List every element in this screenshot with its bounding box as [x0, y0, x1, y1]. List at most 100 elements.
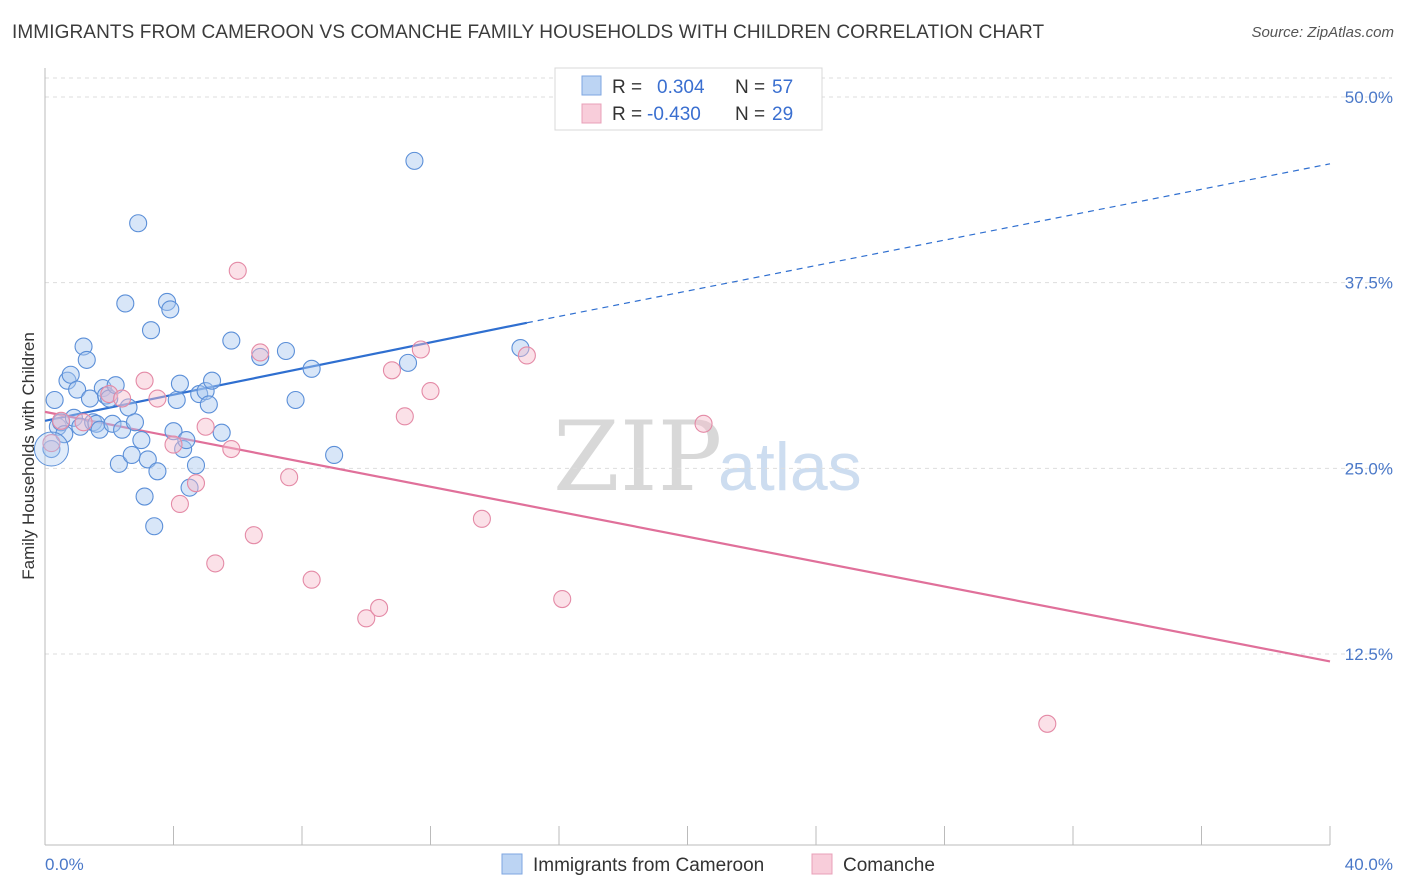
cameroon-point-27 [132, 431, 151, 450]
comanche-point-23 [421, 382, 440, 401]
comanche-point-2 [74, 413, 93, 432]
cameroon-point-30 [141, 321, 161, 340]
comanche-trend-line [44, 410, 1331, 663]
bottom-legend-swatch-pink [811, 853, 833, 875]
legend-swatch-blue [581, 75, 602, 96]
cameroon-trend-extension [526, 163, 1331, 324]
y-tick-label-2: 37.5% [1345, 274, 1393, 293]
comanche-point-25 [517, 346, 536, 365]
legend-swatch-pink [581, 103, 602, 124]
comanche-point-19 [370, 598, 389, 618]
comanche-point-17 [302, 570, 321, 589]
bottom-legend-label-2: Comanche [843, 855, 935, 876]
comanche-point-9 [186, 474, 206, 493]
cameroon-point-55 [511, 338, 530, 358]
y-tick-label-3: 50.0% [1345, 88, 1393, 107]
cameroon-point-34 [161, 300, 180, 319]
comanche-point-24 [472, 509, 491, 528]
source-label: Source: ZipAtlas.com [1251, 24, 1394, 41]
cameroon-point-45 [203, 371, 222, 390]
comanche-point-16 [280, 468, 299, 487]
bottom-legend-label-1: Immigrants from Cameroon [533, 855, 764, 876]
legend-n-label-1: N = [735, 77, 765, 98]
y-tick-label-0: 12.5% [1345, 645, 1393, 664]
cameroon-point-18 [103, 414, 122, 433]
trend-lines [44, 163, 1331, 663]
legend-n-value-2: 29 [772, 104, 793, 125]
comanche-point-6 [148, 389, 167, 408]
y-axis-title: Family Households with Children [19, 332, 38, 580]
chart-title: IMMIGRANTS FROM CAMEROON VS COMANCHE FAM… [12, 22, 1045, 43]
comanche-point-11 [206, 554, 225, 573]
cameroon-point-20 [109, 454, 128, 473]
cameroon-point-50 [286, 390, 305, 410]
comanche-point-14 [244, 526, 263, 545]
cameroon-point-44 [199, 395, 218, 414]
cameroon-point-56 [42, 439, 61, 459]
cameroon-point-0 [45, 390, 64, 410]
cameroon-point-12 [84, 413, 103, 432]
cameroon-point-31 [145, 517, 164, 536]
comanche-point-27 [694, 414, 713, 433]
cameroon-point-28 [135, 487, 154, 506]
cameroon-point-49 [276, 341, 295, 361]
tick-labels: 12.5% 25.0% 37.5% 50.0% 0.0% 40.0% [45, 88, 1393, 874]
cameroon-point-53 [398, 353, 418, 372]
legend-n-value-1: 57 [772, 77, 793, 98]
cameroon-point-10 [77, 350, 96, 369]
legend-n-label-2: N = [735, 104, 765, 125]
comanche-point-0 [42, 434, 61, 453]
comanche-point-1 [52, 411, 71, 430]
comanche-point-21 [395, 407, 414, 426]
comanche-point-26 [553, 589, 572, 609]
comanche-point-8 [170, 494, 189, 514]
cameroon-point-9 [74, 337, 93, 356]
cameroon-point-37 [170, 374, 189, 393]
bottom-legend-swatch-blue [501, 853, 523, 875]
comanche-point-18 [357, 609, 376, 628]
cameroon-point-22 [116, 294, 135, 313]
legend-r-value-1: 0.304 [657, 77, 705, 98]
comanche-point-12 [222, 439, 241, 459]
cameroon-point-24 [122, 445, 141, 465]
cameroon-point-52 [325, 445, 344, 465]
comanche-point-20 [382, 361, 402, 380]
legend-r-value-2: -0.430 [647, 104, 701, 125]
cameroon-point-36 [167, 390, 186, 410]
bottom-legend: Immigrants from Cameroon Comanche [501, 853, 935, 876]
cameroon-trend-line [44, 321, 528, 422]
cameroon-point-32 [148, 462, 167, 481]
top-legend: R = 0.304 N = 57 R = -0.430 N = 29 [554, 67, 823, 131]
cameroon-point-54 [405, 151, 424, 170]
comanche-point-15 [251, 343, 270, 362]
cameroon-point-large [33, 431, 69, 467]
grid-lines [45, 77, 1392, 655]
cameroon-point-26 [129, 214, 148, 233]
cameroon-point-51 [302, 359, 321, 378]
comanche-point-5 [135, 371, 154, 390]
watermark-atlas: atlas [718, 429, 862, 505]
comanche-point-22 [411, 340, 430, 359]
cameroon-point-43 [196, 382, 215, 401]
cameroon-point-35 [164, 422, 183, 441]
cameroon-point-48 [251, 347, 270, 366]
cameroon-point-29 [138, 450, 157, 469]
comanche-point-4 [113, 389, 132, 408]
x-tick-label-1: 40.0% [1345, 855, 1393, 874]
cameroon-point-41 [186, 456, 206, 475]
axes [44, 68, 1331, 846]
cameroon-point-47 [222, 331, 241, 350]
cameroon-point-7 [68, 380, 87, 399]
cameroon-point-46 [212, 423, 231, 442]
legend-r-label-1: R = [612, 77, 642, 98]
y-tick-label-1: 25.0% [1345, 459, 1393, 478]
cameroon-point-25 [125, 413, 144, 432]
cameroon-point-3 [55, 425, 74, 444]
comanche-point-10 [196, 417, 215, 436]
comanche-point-13 [228, 261, 247, 280]
comanche-point-7 [164, 435, 183, 454]
x-tick-label-0: 0.0% [45, 855, 84, 874]
legend-r-label-2: R = [612, 104, 642, 125]
data-points [33, 151, 1057, 733]
